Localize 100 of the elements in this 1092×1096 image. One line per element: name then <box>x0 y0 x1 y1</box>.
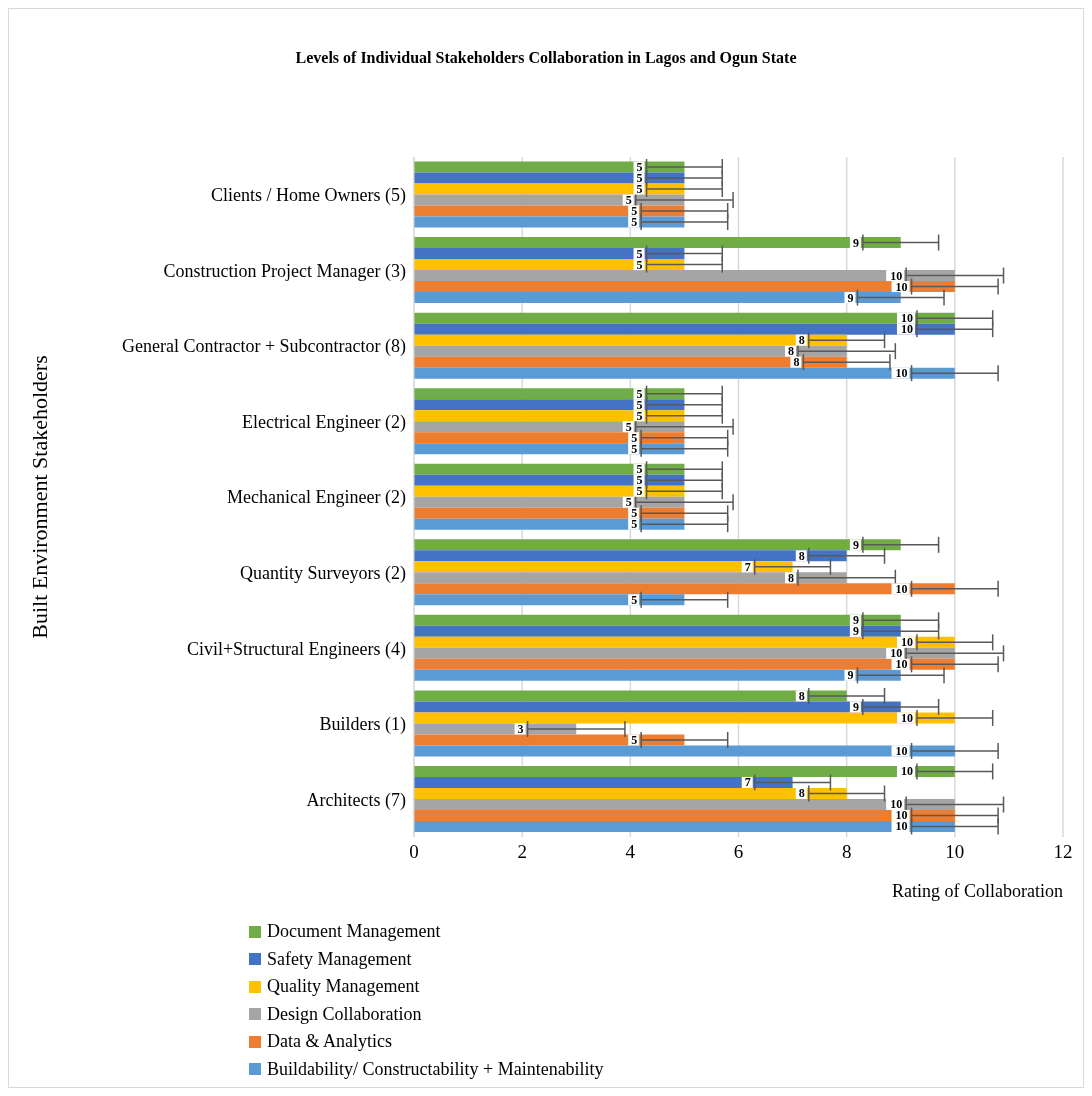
data-label: 5 <box>636 171 643 186</box>
data-label: 9 <box>847 290 854 305</box>
data-label: 8 <box>798 548 805 563</box>
bar <box>414 658 955 670</box>
legend-label: Data & Analytics <box>267 1030 392 1053</box>
bar <box>414 712 955 724</box>
data-label: 8 <box>798 333 805 348</box>
bar <box>414 787 847 799</box>
bar <box>414 399 685 411</box>
data-label: 5 <box>631 506 638 521</box>
bar <box>414 237 901 249</box>
bar <box>414 356 847 368</box>
data-label: 5 <box>631 204 638 219</box>
bar <box>414 485 685 497</box>
bar <box>414 798 955 810</box>
bar <box>414 248 685 260</box>
bar <box>414 292 901 304</box>
data-label: 5 <box>631 732 638 747</box>
data-label: 5 <box>636 160 643 175</box>
y-tick-label: Electrical Engineer (2) <box>242 411 406 433</box>
data-label: 5 <box>631 215 638 230</box>
bar <box>414 216 685 228</box>
bar <box>414 463 685 475</box>
bar <box>414 745 955 757</box>
data-label: 10 <box>900 311 913 326</box>
bar <box>414 583 955 595</box>
data-label: 8 <box>787 344 794 359</box>
data-label: 5 <box>636 462 643 477</box>
data-label: 7 <box>744 559 751 574</box>
bar <box>414 172 685 184</box>
x-axis-title: Rating of Collaboration <box>892 881 1063 901</box>
y-tick-label: Builders (1) <box>319 714 407 736</box>
bar <box>414 669 901 681</box>
data-label: 5 <box>631 592 638 607</box>
bar <box>414 323 955 335</box>
y-tick-label: Construction Project Manager (3) <box>163 260 407 282</box>
data-label: 5 <box>636 408 643 423</box>
data-label: 5 <box>636 246 643 261</box>
data-label: 9 <box>852 699 859 714</box>
x-tick-label: 8 <box>841 841 852 863</box>
data-label: 5 <box>625 495 632 510</box>
data-label: 10 <box>895 581 908 596</box>
legend-label: Design Collaboration <box>267 1002 422 1026</box>
y-tick-label: Clients / Home Owners (5) <box>211 185 406 207</box>
bar <box>414 474 685 486</box>
data-label: 9 <box>852 235 859 250</box>
data-label: 5 <box>636 473 643 488</box>
bar <box>414 614 901 626</box>
bar <box>414 539 901 551</box>
bar <box>414 205 685 217</box>
data-label: 10 <box>900 764 913 779</box>
legend-label: Safety Management <box>267 947 412 971</box>
bar <box>414 647 955 659</box>
data-label: 5 <box>636 397 643 412</box>
data-label: 5 <box>636 484 643 499</box>
bar <box>414 690 847 702</box>
bar <box>414 518 685 530</box>
legend-label: Buildability/ Constructability + Maintenability <box>267 1057 604 1081</box>
x-tick-label: 6 <box>733 841 744 863</box>
x-tick-label: 0 <box>409 841 419 863</box>
bar <box>414 809 955 821</box>
bar <box>414 507 685 519</box>
bar <box>414 496 685 508</box>
data-label: 9 <box>852 537 859 552</box>
data-label: 10 <box>895 743 908 758</box>
data-label: 5 <box>636 257 643 272</box>
bar <box>414 820 955 832</box>
x-tick-label: 12 <box>1053 841 1073 863</box>
data-label: 5 <box>631 441 638 456</box>
bar <box>414 572 847 584</box>
chart-title: Levels of Individual Stakeholders Collaboration in Lagos and Ogun State <box>294 49 798 67</box>
bar <box>414 443 685 455</box>
data-label: 5 <box>631 430 638 445</box>
bar <box>414 270 955 282</box>
bar <box>414 161 685 173</box>
bar <box>414 550 847 562</box>
y-tick-label: Quantity Surveyors (2) <box>240 562 406 584</box>
data-label: 10 <box>900 635 913 650</box>
bar <box>414 594 685 606</box>
data-label: 8 <box>787 570 794 585</box>
x-tick-label: 10 <box>945 841 965 863</box>
legend-label: Document Management <box>267 920 441 943</box>
bar <box>414 765 955 777</box>
data-label: 5 <box>631 517 638 532</box>
bar <box>414 636 955 648</box>
bar <box>414 561 793 573</box>
bar <box>414 625 901 637</box>
data-label: 5 <box>636 182 643 197</box>
y-tick-label: Civil+Structural Engineers (4) <box>186 638 406 660</box>
data-label: 8 <box>793 355 800 370</box>
bar <box>414 723 577 735</box>
bar <box>414 410 685 422</box>
legend-label: Quality Management <box>267 975 420 998</box>
y-tick-label: Mechanical Engineer (2) <box>227 487 406 509</box>
bar <box>414 388 685 400</box>
bar <box>414 194 685 206</box>
data-label: 8 <box>798 688 805 703</box>
data-label: 7 <box>744 775 751 790</box>
data-label: 3 <box>517 721 524 736</box>
data-label: 9 <box>852 613 859 628</box>
